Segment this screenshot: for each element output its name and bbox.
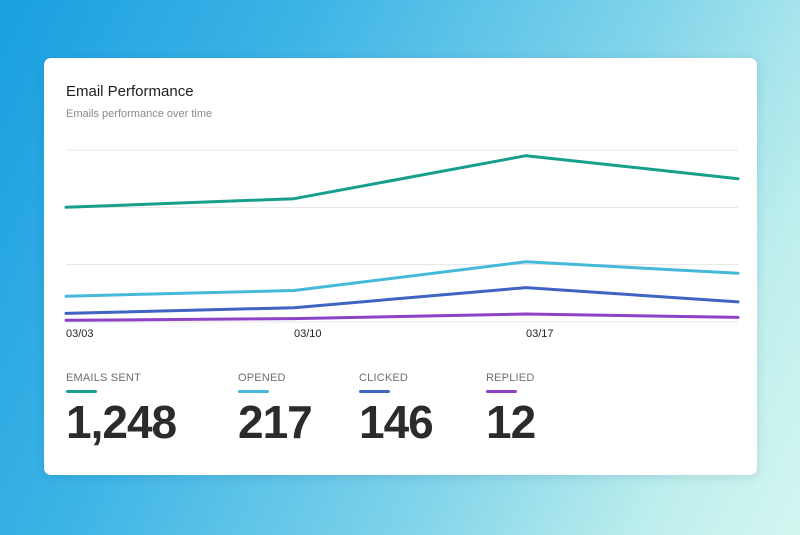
stat-label: REPLIED xyxy=(486,372,535,384)
stat-label: OPENED xyxy=(238,372,286,384)
card-subtitle: Emails performance over time xyxy=(66,108,213,120)
legend-swatch xyxy=(238,390,269,393)
series-line-clicked xyxy=(64,286,740,315)
x-tick-label: 03/10 xyxy=(294,328,322,340)
x-tick-label: 03/17 xyxy=(526,328,554,340)
email-performance-chart: 03/03 03/10 03/17 xyxy=(64,149,740,340)
legend-swatch xyxy=(66,390,97,393)
series-line-opened xyxy=(64,260,740,298)
stat-opened: OPENED 217 xyxy=(238,372,313,448)
stat-label: CLICKED xyxy=(359,372,409,384)
stat-emails-sent: EMAILS SENT 1,248 xyxy=(66,372,177,448)
stat-value: 217 xyxy=(238,396,313,448)
legend-swatch xyxy=(359,390,390,393)
chart-x-axis: 03/03 03/10 03/17 xyxy=(66,328,554,340)
chart-grid xyxy=(66,149,738,323)
stat-value: 1,248 xyxy=(66,396,177,448)
chart-series xyxy=(64,154,740,322)
card-title: Email Performance xyxy=(66,83,194,100)
legend-swatch xyxy=(486,390,517,393)
stat-label: EMAILS SENT xyxy=(66,372,141,384)
stat-clicked: CLICKED 146 xyxy=(359,372,434,448)
stat-value: 12 xyxy=(486,396,536,448)
stat-value: 146 xyxy=(359,396,434,448)
x-tick-label: 03/03 xyxy=(66,328,94,340)
series-line-replied xyxy=(64,312,740,322)
stats-row: EMAILS SENT 1,248 OPENED 217 CLICKED 146… xyxy=(66,372,746,462)
stat-replied: REPLIED 12 xyxy=(486,372,536,448)
email-performance-card: Email Performance Emails performance ove… xyxy=(44,58,757,475)
series-line-emails-sent xyxy=(64,154,740,209)
